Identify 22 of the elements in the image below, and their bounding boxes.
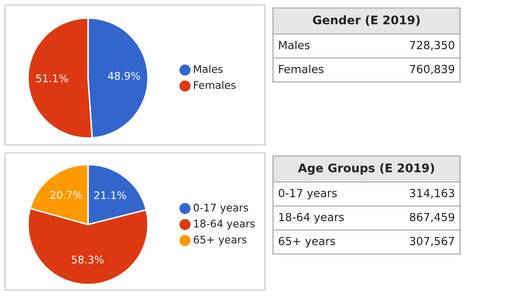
- data-label: 760,839: [410, 64, 454, 74]
- legend-label: 65+ years: [194, 236, 246, 246]
- slice-label: 0-17 years: [194, 204, 248, 214]
- category-label: Males: [279, 40, 310, 50]
- category-label: Females: [279, 64, 324, 74]
- data-label: 307,567: [410, 236, 454, 246]
- data-label: 728,350: [410, 40, 454, 50]
- text: Gender (E 2019): [312, 15, 420, 26]
- data-label: 21.1%: [94, 191, 126, 200]
- data-label: 48.9%: [108, 72, 140, 80]
- slice-label: 18-64 years: [194, 220, 255, 230]
- category-label: 18-64 years: [279, 212, 344, 224]
- category-label: 65+ years: [278, 236, 336, 248]
- category-label: 0-17 years: [278, 188, 337, 200]
- data-label: 58.3%: [72, 256, 104, 264]
- legend-label: Females: [194, 80, 236, 90]
- data-label: 20.7%: [50, 190, 82, 199]
- data-label: 867,459: [410, 212, 454, 222]
- data-label: 51.1%: [36, 74, 68, 82]
- data-label: 314,163: [410, 188, 454, 198]
- text: Age Groups (E 2019): [298, 163, 434, 175]
- legend-label: Males: [194, 64, 223, 74]
